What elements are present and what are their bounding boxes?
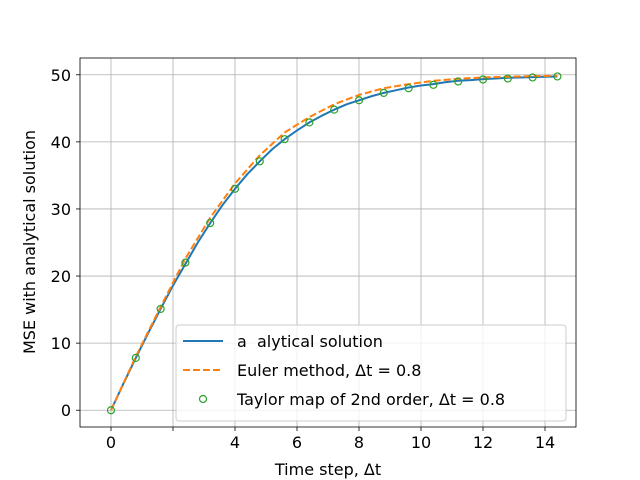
x-tick-label: 8	[354, 433, 364, 452]
analytical-solution-line	[110, 75, 558, 411]
x-tick-label: 6	[292, 433, 302, 452]
series-layer	[106, 72, 562, 415]
taylor-map-point	[454, 77, 463, 86]
x-tick-label: 10	[411, 433, 431, 452]
taylor-map-point	[280, 135, 289, 144]
taylor-map-point	[330, 105, 339, 114]
x-tick-label: 12	[473, 433, 493, 452]
taylor-map-point	[478, 75, 488, 84]
taylor-map-point	[354, 96, 364, 105]
taylor-map-point	[553, 72, 562, 81]
y-tick-label: 10	[51, 334, 71, 353]
taylor-map-point	[305, 118, 314, 127]
x-tick-label: 4	[230, 433, 240, 452]
legend-label-euler: Euler method, Δt = 0.8	[237, 361, 421, 380]
taylor-map-point	[255, 157, 264, 166]
y-tick-label: 40	[51, 133, 71, 152]
taylor-map-point	[379, 88, 388, 97]
legend: a alytical solution Euler method, Δt = 0…	[175, 324, 567, 422]
taylor-map-point	[404, 84, 413, 93]
y-tick-label: 30	[51, 200, 71, 219]
y-axis-title: MSE with analytical solution	[20, 130, 39, 354]
y-tick-label: 20	[51, 267, 71, 286]
taylor-map-point	[528, 73, 537, 82]
legend-box	[175, 324, 567, 422]
legend-label-taylor: Taylor map of 2nd order, Δt = 0.8	[236, 390, 505, 409]
taylor-map-point	[503, 74, 512, 83]
taylor-map-point	[131, 353, 140, 362]
taylor-map-point	[230, 184, 240, 193]
ticks: 0 4 6 8 10 12 14 0 10 20 30 40 50	[51, 66, 556, 452]
taylor-map-point	[181, 258, 190, 267]
legend-label-analytical: a alytical solution	[237, 332, 383, 351]
x-tick-label: 14	[535, 433, 555, 452]
y-tick-label: 50	[51, 66, 71, 85]
legend-swatch-taylor	[198, 394, 208, 404]
x-tick-label: 0	[106, 433, 116, 452]
plot-frame	[79, 57, 577, 428]
taylor-map-point	[206, 218, 215, 228]
y-tick-label: 0	[61, 401, 71, 420]
taylor-map-point	[156, 304, 165, 314]
taylor-map-point	[429, 80, 438, 89]
x-axis-title: Time step, Δt	[274, 460, 381, 479]
taylor-map-point	[106, 406, 116, 415]
